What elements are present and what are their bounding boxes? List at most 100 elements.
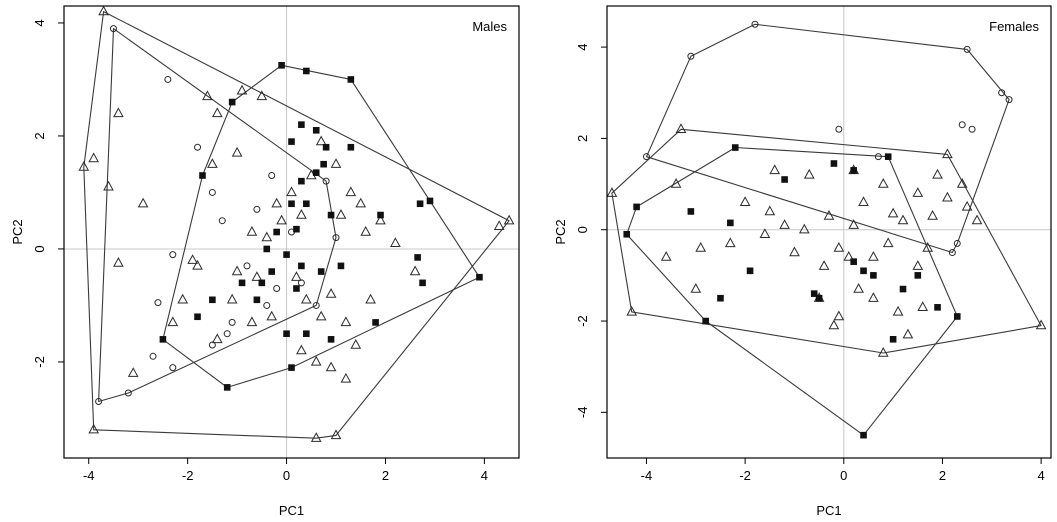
x-tick-label: 0 (840, 468, 847, 483)
convex-hulls (83, 11, 510, 439)
square-point (159, 336, 167, 343)
square-point (263, 245, 271, 253)
triangle-point (675, 123, 687, 133)
circle-point (208, 188, 216, 196)
triangle-point (917, 301, 929, 311)
triangle-point (335, 209, 347, 219)
triangle-point (310, 355, 322, 366)
square-point (914, 272, 922, 279)
triangle-point (912, 260, 924, 270)
triangle-point (236, 84, 248, 95)
square-point (731, 144, 739, 151)
triangle-point (956, 178, 968, 188)
triangle-point (296, 209, 307, 219)
circle-point (223, 330, 231, 338)
triangle-point (202, 90, 213, 101)
square-point (860, 267, 867, 275)
square-point (268, 268, 276, 275)
triangle-point (88, 423, 100, 434)
square-point (273, 228, 280, 236)
circle-point (968, 125, 976, 133)
triangle-point (942, 191, 953, 202)
square-point (347, 143, 355, 151)
square-point (746, 267, 754, 275)
triangle-point (98, 5, 109, 16)
circle-point (243, 262, 251, 270)
circle-point (268, 172, 276, 179)
triangle-point (818, 260, 830, 270)
triangle-point (88, 152, 100, 163)
square-point (476, 273, 483, 281)
triangle-group-hull (83, 11, 510, 439)
triangle-point (177, 293, 189, 304)
triangle-point (739, 196, 751, 206)
triangle-point (858, 196, 869, 206)
triangle-point (409, 265, 421, 276)
square-point (320, 160, 327, 168)
circle-point (1005, 96, 1013, 104)
triangle-point (724, 237, 736, 248)
triangle-point (246, 225, 258, 236)
square-point (194, 313, 201, 321)
x-tick-label: -4 (83, 468, 95, 483)
triangle-point (315, 135, 327, 146)
triangle-point (187, 254, 198, 264)
y-axis-label: PC2 (10, 219, 25, 244)
square-point (347, 76, 355, 83)
square-point (810, 290, 818, 297)
triangle-point (211, 107, 223, 118)
circle-point (958, 121, 966, 129)
triangle-point (261, 231, 273, 242)
triangle-point (256, 90, 268, 101)
triangle-point (231, 146, 243, 157)
triangle-point (1035, 319, 1047, 330)
square-point (223, 384, 231, 391)
square-point (293, 225, 300, 233)
triangle-point (897, 214, 909, 225)
square-point (687, 208, 695, 215)
triangle-point (310, 432, 322, 442)
triangle-point (192, 259, 203, 270)
triangle-point (769, 164, 781, 175)
circle-point (263, 301, 271, 309)
triangle-point (868, 251, 879, 261)
y-axis-label: PC2 (553, 219, 568, 244)
triangle-point (246, 316, 258, 327)
triangle-point (315, 310, 327, 321)
square-point (228, 98, 236, 106)
triangle-point (78, 160, 90, 171)
circle-point (169, 251, 177, 259)
circle-point (228, 318, 236, 326)
triangle-point (798, 223, 810, 234)
square-point (303, 330, 310, 337)
triangle-point (660, 251, 672, 261)
triangle-point (365, 293, 376, 304)
triangle-point (606, 187, 618, 197)
triangle-point (375, 214, 386, 225)
triangle-point (670, 178, 682, 188)
x-axis-label: PC1 (816, 503, 841, 518)
square-point (414, 254, 421, 261)
square-point (253, 296, 261, 304)
y-tick-label: 4 (32, 19, 47, 26)
x-tick-label: -4 (641, 468, 653, 483)
panel-title: Males (472, 19, 507, 34)
circle-point (95, 398, 103, 405)
plot-frame (606, 5, 1052, 459)
square-point (209, 296, 216, 304)
axis-ticks: -4 -2 0 2 4 -2 0 2 4 (32, 19, 488, 483)
triangle-point (902, 328, 914, 339)
circle-point (642, 153, 650, 161)
triangle-point (330, 158, 342, 168)
circle-point (218, 217, 226, 225)
square-point (416, 200, 424, 208)
triangle-point (340, 372, 352, 383)
triangle-point (942, 148, 953, 159)
triangle-point (207, 158, 218, 168)
square-point (815, 294, 823, 302)
triangle-point (226, 293, 238, 304)
x-tick-label: 4 (1038, 468, 1045, 483)
triangle-point (932, 168, 943, 179)
triangle-point (127, 367, 139, 377)
